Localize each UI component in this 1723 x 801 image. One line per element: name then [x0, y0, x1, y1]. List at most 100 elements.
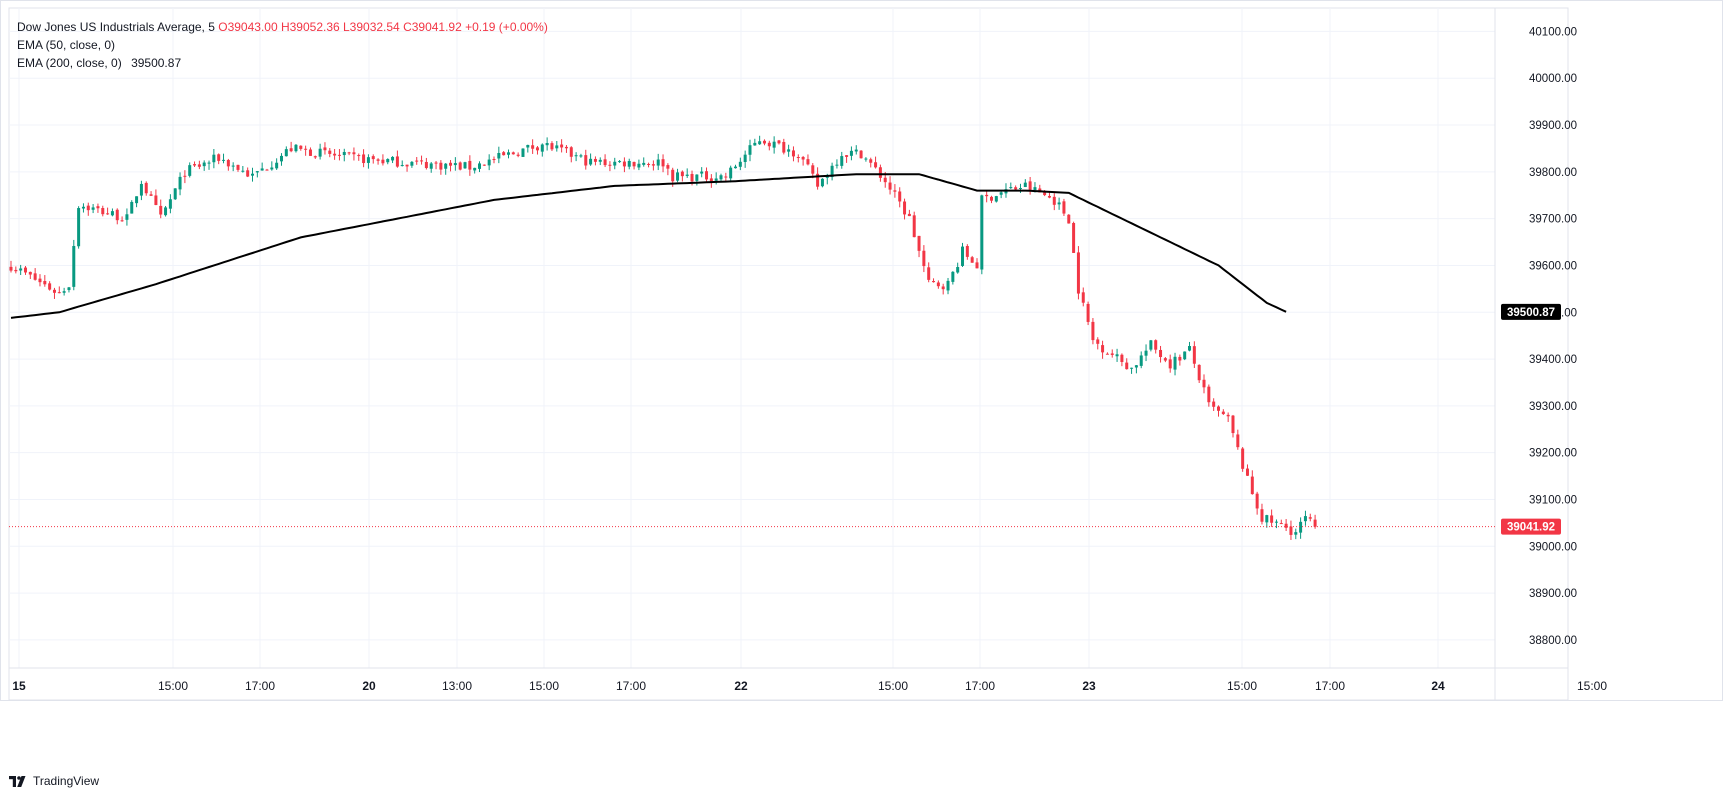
candle-body: [1183, 351, 1187, 360]
candle-body: [222, 159, 226, 161]
candle-body: [1033, 187, 1037, 191]
candle-body: [347, 152, 351, 154]
candle-body: [1231, 415, 1235, 434]
candle-body: [391, 156, 395, 161]
candle-body: [1062, 201, 1066, 214]
candle-body: [642, 162, 646, 165]
candle-body: [603, 159, 607, 166]
candle-body: [545, 143, 549, 146]
candle-body: [946, 280, 950, 291]
candle-body: [38, 278, 42, 283]
candle-body: [1241, 448, 1245, 469]
candle-body: [207, 162, 211, 164]
candle-body: [81, 206, 85, 209]
x-tick-label: 13:00: [442, 679, 472, 693]
y-tick-label: 39000.00: [1529, 541, 1577, 553]
candle-body: [999, 192, 1003, 195]
candle-body: [33, 273, 37, 280]
candle-body: [1067, 214, 1071, 224]
y-tick-label: 39400.00: [1529, 354, 1577, 366]
candle-body: [193, 164, 197, 166]
candle-body: [1270, 515, 1274, 523]
candle-body: [700, 171, 704, 174]
candle-body: [1154, 340, 1158, 350]
x-tick-label: 22: [734, 679, 748, 693]
candle-body: [772, 141, 776, 148]
candle-body: [695, 174, 699, 181]
chart-border: [0, 0, 1723, 701]
candle-body: [506, 152, 510, 155]
candle-body: [202, 162, 206, 167]
candle-body: [212, 154, 216, 163]
candle-body: [526, 144, 530, 148]
candle-body: [96, 206, 100, 209]
legend-ema200-row[interactable]: EMA (200, close, 0) 39500.87: [17, 54, 548, 72]
candle-body: [135, 196, 139, 204]
candle-body: [1221, 411, 1225, 415]
candle-body: [975, 262, 979, 269]
candle-body: [1178, 356, 1182, 361]
candle-body: [705, 171, 709, 180]
candle-body: [19, 268, 23, 271]
candle-body: [535, 147, 539, 151]
symbol-title[interactable]: Dow Jones US Industrials Average, 5: [17, 20, 215, 34]
candle-body: [656, 159, 660, 166]
candle-body: [791, 150, 795, 157]
candle-body: [1105, 353, 1109, 355]
candle-body: [57, 292, 61, 294]
candle-body: [62, 291, 66, 293]
y-tick-label: 39100.00: [1529, 494, 1577, 506]
y-tick-label: 39300.00: [1529, 401, 1577, 413]
candle-body: [806, 159, 810, 165]
candle-body: [14, 269, 18, 272]
ema200-label: EMA (200, close, 0): [17, 56, 122, 70]
ohlc-values: O39043.00 H39052.36 L39032.54 C39041.92 …: [218, 20, 548, 34]
x-tick-label: 17:00: [245, 679, 275, 693]
tradingview-brand[interactable]: TradingView: [9, 774, 99, 788]
candle-body: [1265, 515, 1269, 523]
candle-body: [410, 161, 414, 166]
candle-body: [9, 266, 13, 271]
candle-body: [560, 144, 564, 148]
candle-body: [758, 141, 762, 145]
candle-body: [294, 144, 298, 152]
candle-body: [927, 267, 931, 280]
y-tick-label: 38900.00: [1529, 588, 1577, 600]
ema200-price-tag-label: 39500.87: [1507, 307, 1555, 319]
y-tick-label: 39800.00: [1529, 167, 1577, 179]
candle-body: [1173, 356, 1177, 370]
legend-ema50-row[interactable]: EMA (50, close, 0): [17, 36, 548, 54]
candle-body: [420, 160, 424, 162]
candle-body: [130, 201, 134, 214]
candle-body: [139, 183, 143, 196]
candle-body: [424, 161, 428, 169]
candle-body: [1313, 519, 1317, 527]
candle-body: [666, 165, 670, 169]
candle-body: [236, 164, 240, 170]
candle-body: [676, 172, 680, 181]
candle-body: [318, 148, 322, 157]
candle-body: [1023, 182, 1027, 188]
candle-body: [453, 163, 457, 166]
candle-body: [1018, 188, 1022, 190]
candle-body: [1139, 355, 1143, 366]
candle-body: [255, 171, 259, 173]
candle-body: [965, 246, 969, 257]
candle-body: [589, 158, 593, 165]
candle-body: [1299, 521, 1303, 533]
candle-body: [1168, 359, 1172, 369]
candle-body: [482, 164, 486, 166]
candle-body: [265, 169, 269, 171]
candle-body: [878, 167, 882, 178]
candle-body: [956, 267, 960, 273]
candle-body: [898, 191, 902, 202]
candle-body: [801, 156, 805, 160]
y-tick-label: 39600.00: [1529, 260, 1577, 272]
candle-body: [381, 159, 385, 164]
candle-body: [714, 178, 718, 181]
candle-body: [463, 162, 467, 169]
candle-body: [569, 147, 573, 157]
candle-body: [328, 150, 332, 154]
